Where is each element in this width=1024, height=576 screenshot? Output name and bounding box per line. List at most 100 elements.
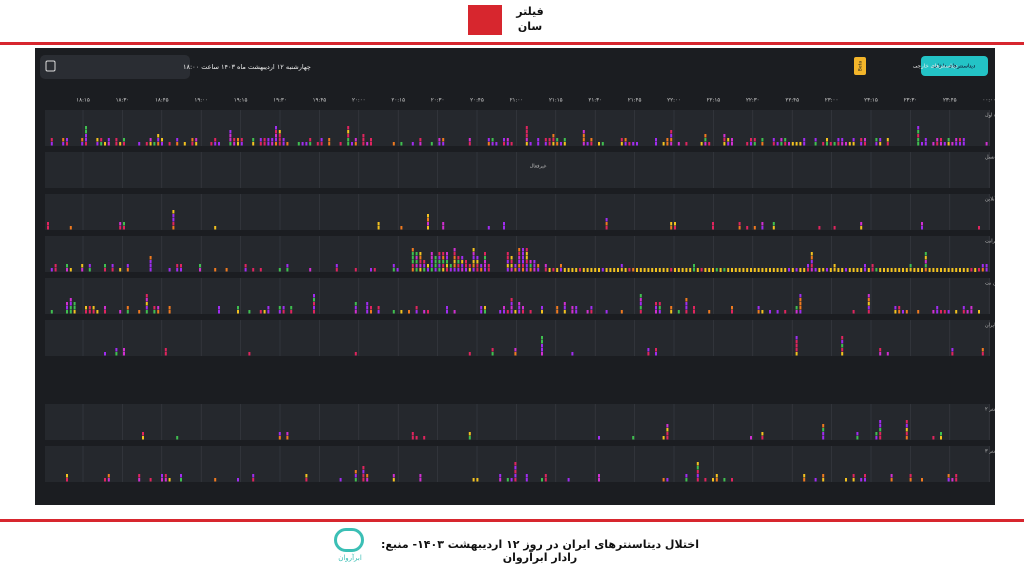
status-bar xyxy=(149,268,152,272)
status-bar xyxy=(784,138,787,142)
status-bar xyxy=(149,256,152,260)
status-bar xyxy=(434,264,437,268)
status-bar xyxy=(419,264,422,268)
status-bar xyxy=(628,142,631,146)
status-bar xyxy=(765,268,768,272)
status-bar xyxy=(415,264,418,268)
status-bar xyxy=(506,138,509,142)
status-bar xyxy=(890,268,893,272)
status-bar xyxy=(354,142,357,146)
status-bar xyxy=(252,142,255,146)
status-bar xyxy=(799,306,802,310)
status-bar xyxy=(529,142,532,146)
status-bar xyxy=(104,268,106,272)
status-bar xyxy=(905,428,908,432)
time-label: ۰۰:۰۰ xyxy=(982,98,995,104)
status-bar xyxy=(54,268,57,272)
row-status: غیرفعال xyxy=(530,164,547,170)
status-bar xyxy=(784,142,787,146)
status-bar xyxy=(605,268,608,272)
status-bar xyxy=(66,268,68,272)
status-bar xyxy=(442,268,445,272)
status-bar xyxy=(761,226,764,230)
status-bar xyxy=(446,256,448,260)
status-bar xyxy=(392,268,395,272)
status-bar xyxy=(959,268,961,272)
status-bar xyxy=(864,268,866,272)
status-bar xyxy=(837,268,840,272)
status-bar xyxy=(655,348,657,352)
status-bar xyxy=(537,138,540,142)
status-bar xyxy=(685,268,688,272)
status-bar xyxy=(161,138,163,142)
beta-text: Beta xyxy=(858,61,864,72)
status-bar xyxy=(430,142,433,146)
date-box[interactable] xyxy=(40,55,190,79)
time-label: ۱۹:۰۰ xyxy=(194,98,208,104)
status-bar xyxy=(620,310,623,314)
status-bar xyxy=(753,138,756,142)
status-bar xyxy=(66,310,68,314)
status-bar xyxy=(966,268,969,272)
status-bar xyxy=(73,310,76,314)
status-bar xyxy=(712,268,714,272)
status-bar xyxy=(366,302,369,306)
row-title: تهران - دیتاسنتر همراه اول xyxy=(985,113,995,119)
status-bar xyxy=(814,142,817,146)
status-bar xyxy=(867,310,870,314)
status-bar xyxy=(624,142,627,146)
status-bar xyxy=(476,478,479,482)
status-bar xyxy=(430,252,433,256)
status-bar xyxy=(476,256,479,260)
status-bar xyxy=(313,302,315,306)
status-bar xyxy=(66,474,68,478)
status-bar xyxy=(286,142,289,146)
status-bar xyxy=(693,268,695,272)
status-bar xyxy=(757,268,760,272)
status-bar xyxy=(981,264,984,268)
status-bar xyxy=(305,142,308,146)
status-bar xyxy=(525,248,528,252)
status-bar xyxy=(704,134,707,138)
status-bar xyxy=(651,268,654,272)
status-bar xyxy=(860,226,863,230)
status-bar xyxy=(905,420,908,424)
status-bar xyxy=(685,302,688,306)
status-bar xyxy=(795,306,798,310)
status-bar xyxy=(586,268,589,272)
status-bar xyxy=(814,268,817,272)
status-bar xyxy=(738,268,741,272)
status-bar xyxy=(180,268,182,272)
status-bar xyxy=(446,306,448,310)
status-bar xyxy=(537,268,540,272)
status-bar xyxy=(525,264,528,268)
status-bar xyxy=(149,138,152,142)
tab-active[interactable] xyxy=(921,56,988,76)
status-bar xyxy=(704,138,707,142)
status-bar xyxy=(259,310,262,314)
status-bar xyxy=(267,138,270,142)
status-bar xyxy=(750,138,752,142)
status-bar xyxy=(886,268,889,272)
status-bar xyxy=(233,138,236,142)
row-panel xyxy=(45,404,990,440)
status-bar xyxy=(366,478,369,482)
tab-label[interactable]: دیتاسنترهای خارجی xyxy=(913,64,958,70)
status-bar xyxy=(153,310,156,314)
status-bar xyxy=(191,142,194,146)
status-bar xyxy=(894,310,897,314)
status-bar xyxy=(259,268,262,272)
status-bar xyxy=(309,268,312,272)
status-bar xyxy=(172,222,175,226)
status-bar xyxy=(731,310,733,314)
beta-badge xyxy=(854,57,866,75)
status-bar xyxy=(791,268,794,272)
status-bar xyxy=(715,474,718,478)
status-bar xyxy=(275,142,277,146)
status-bar xyxy=(427,310,429,314)
status-bar xyxy=(503,138,505,142)
status-bar xyxy=(548,142,551,146)
status-bar xyxy=(214,138,217,142)
status-bar xyxy=(940,432,942,436)
status-bar xyxy=(822,428,825,432)
